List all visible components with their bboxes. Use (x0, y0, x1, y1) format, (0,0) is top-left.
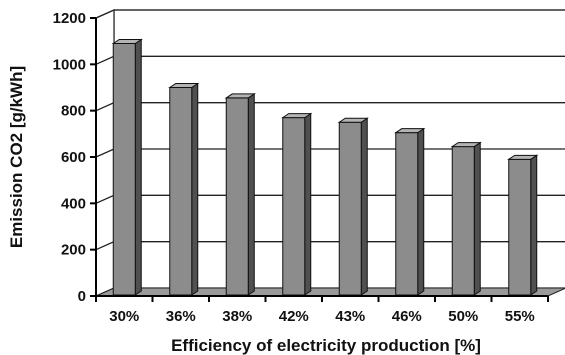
bar-top (224, 93, 256, 99)
y-tick-label: 800 (61, 103, 86, 120)
plot-frame (95, 9, 565, 297)
bar (111, 38, 143, 296)
bar (337, 117, 369, 296)
bar-front (225, 97, 249, 296)
bar-front (395, 132, 419, 296)
x-tick-label: 36% (166, 308, 196, 325)
y-axis-title: Emission CO2 [g/kWh] (7, 66, 26, 248)
bar-top (281, 113, 313, 119)
y-tick-label: 400 (61, 195, 86, 212)
bar-side (473, 141, 481, 296)
y-tick-label: 1200 (53, 10, 86, 27)
y-tick-label: 1000 (53, 56, 86, 73)
bar (224, 92, 256, 296)
bar (507, 154, 539, 296)
y-tick-label: 0 (78, 288, 86, 305)
bar-front (169, 87, 193, 296)
bar (281, 112, 313, 296)
bar-side (360, 117, 368, 296)
bar-side (530, 154, 538, 296)
bar-top (394, 128, 426, 134)
bar-front (508, 158, 532, 296)
bar-side (134, 38, 142, 296)
x-tick-label: 38% (222, 308, 252, 325)
bar-side (191, 82, 199, 296)
bar-side (247, 92, 255, 296)
x-tick-label: 43% (335, 308, 365, 325)
bar-side (304, 112, 312, 296)
x-tick-label: 55% (505, 308, 535, 325)
bar-front (282, 117, 306, 296)
x-tick-label: 46% (392, 308, 422, 325)
y-tick-label: 200 (61, 242, 86, 259)
bar-front (338, 121, 362, 296)
bar (450, 141, 482, 296)
x-tick-labels: 30% 36% 38% 42% 43% 46% 50% 55% (109, 308, 535, 325)
bar-top (507, 154, 539, 160)
y-tick-label: 600 (61, 149, 86, 166)
axes (90, 17, 549, 302)
plot-floor (95, 287, 565, 297)
bar-top (337, 117, 369, 123)
y-tick-labels: 0 200 400 600 800 1000 1200 (53, 10, 86, 305)
x-tick-label: 50% (448, 308, 478, 325)
bar (168, 82, 200, 296)
bar (394, 127, 426, 296)
bar-top (168, 83, 200, 88)
gridline (95, 9, 565, 19)
bar-top (450, 142, 482, 148)
x-tick-label: 42% (279, 308, 309, 325)
bar-front (451, 146, 475, 296)
bar-top (111, 38, 143, 44)
x-axis-title: Efficiency of electricity production [%] (171, 336, 481, 355)
bar-front (112, 42, 136, 296)
bar-side (417, 127, 425, 296)
x-tick-label: 30% (109, 308, 139, 325)
bars (111, 38, 539, 296)
